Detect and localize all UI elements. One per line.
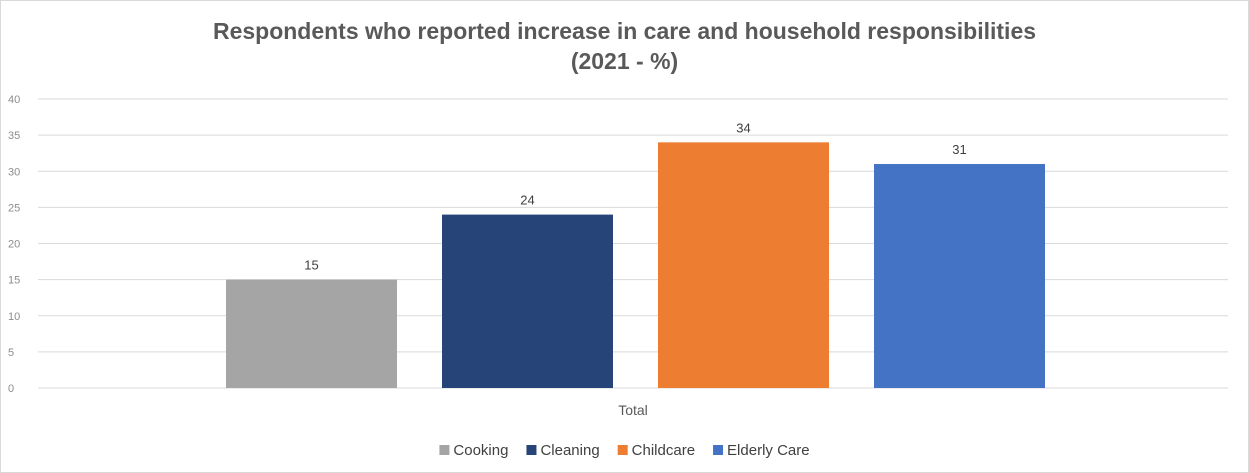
legend-item-cleaning: Cleaning	[526, 442, 600, 459]
bar-childcare	[658, 142, 829, 388]
legend-swatch	[617, 445, 628, 455]
x-category-label: Total	[618, 402, 648, 418]
y-tick-label-5: 5	[8, 347, 14, 359]
bars	[226, 142, 1045, 388]
y-tick-label-35: 35	[8, 130, 20, 142]
y-axis-ticks: 0 5 10 15 20 25 30 35 40	[8, 94, 20, 395]
data-label-elderly-care: 31	[952, 142, 966, 157]
y-tick-label-40: 40	[8, 94, 20, 106]
x-axis-labels: Total	[618, 402, 648, 418]
legend-swatch	[713, 445, 724, 455]
gridlines	[38, 98, 1228, 389]
data-label-cleaning: 24	[520, 193, 534, 208]
legend-label: Cooking	[453, 442, 508, 459]
data-labels: 15 24 34 31	[304, 120, 966, 272]
y-tick-label-30: 30	[8, 166, 20, 178]
data-label-cooking: 15	[304, 258, 318, 273]
y-tick-label-25: 25	[8, 202, 20, 214]
chart-title-line-2: (2021 - %)	[570, 48, 679, 74]
y-tick-label-0: 0	[8, 383, 14, 395]
legend-item-elderly-care: Elderly Care	[713, 442, 810, 459]
chart-title: Respondents who reported increase in car…	[0, 16, 1249, 76]
legend-swatch	[526, 445, 537, 455]
legend-label: Elderly Care	[727, 442, 810, 459]
legend-label: Childcare	[632, 442, 695, 459]
y-tick-label-20: 20	[8, 239, 20, 251]
chart-title-line-1: Respondents who reported increase in car…	[212, 18, 1037, 44]
legend-swatch	[439, 445, 450, 455]
y-tick-label-15: 15	[8, 275, 20, 287]
legend-item-cooking: Cooking	[439, 442, 508, 459]
legend: Cooking Cleaning Childcare Elderly Care	[439, 442, 810, 459]
bar-cooking	[226, 279, 397, 388]
bar-cleaning	[442, 214, 613, 388]
data-label-childcare: 34	[736, 120, 750, 135]
legend-label: Cleaning	[540, 442, 599, 459]
bar-elderly-care	[874, 164, 1045, 388]
y-tick-label-10: 10	[8, 311, 20, 323]
legend-item-childcare: Childcare	[617, 442, 695, 459]
